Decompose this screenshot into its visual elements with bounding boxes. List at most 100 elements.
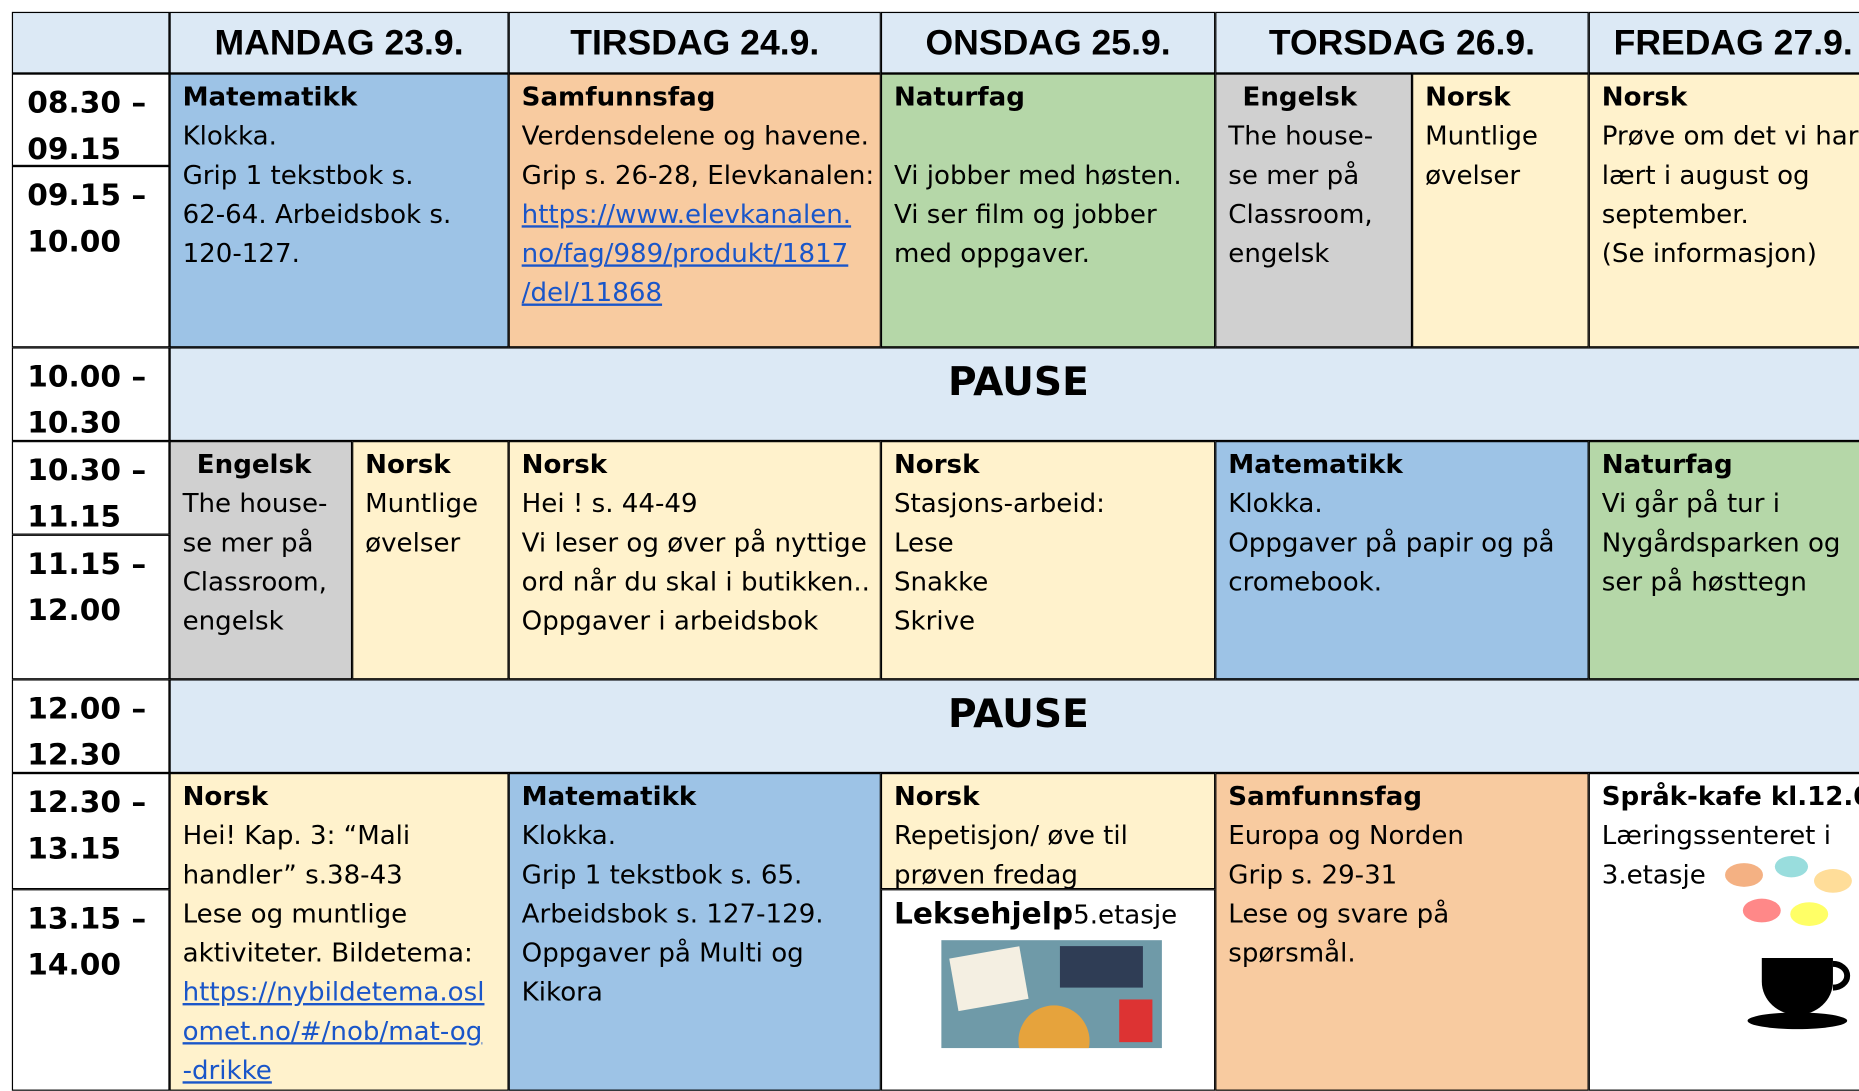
lesson-cell: Matematikk Klokka. Grip 1 tekstbok s. 65. A…	[508, 773, 881, 1091]
lesson-text: Hei ! s. 44-49	[521, 489, 698, 520]
pause-row: PAUSE	[169, 347, 1859, 442]
lesson-text: Oppgaver i arbeidsbok	[521, 607, 819, 637]
lesson-cell: Leksehjelp5.etasje	[880, 889, 1216, 1091]
time-text: 10.30 –	[27, 452, 147, 488]
lesson-text: Europa og Norden	[1228, 821, 1464, 852]
time-slot: 10.00 – 10.30	[11, 347, 170, 442]
lesson-text: Muntlige	[1425, 122, 1538, 152]
time-slot: 11.15 – 12.00	[11, 534, 170, 680]
lesson-text: Nygårdsparken og	[1601, 528, 1841, 559]
lesson-link[interactable]: -drikke	[182, 1056, 272, 1087]
lesson-subject: Norsk	[182, 782, 269, 813]
lesson-text: prøven fredag	[893, 860, 1078, 890]
lesson-text: 62-64. Arbeidsbok s.	[182, 200, 452, 231]
lesson-text: Klokka.	[182, 122, 277, 152]
lesson-text: 120-127.	[182, 239, 300, 270]
lesson-text: lært i august og	[1601, 161, 1810, 191]
lesson-link[interactable]: /del/11868	[521, 278, 663, 309]
illustration	[1725, 856, 1852, 1030]
lesson-cell: Norsk Repetisjon/ øve til prøven fredag	[880, 773, 1216, 890]
lesson-text: ser på høsttegn	[1601, 567, 1807, 598]
lesson-text: Prøve om det vi har	[1601, 122, 1859, 152]
time-text: 12.30	[27, 737, 122, 772]
lesson-cell: Norsk Hei! Kap. 3: “Mali handler” s.38-43 L…	[169, 773, 509, 1091]
lesson-cell: Norsk Hei ! s. 44-49 Vi leser og øver på n…	[508, 441, 881, 680]
lesson-cell: Norsk Stasjons-arbeid: Lese Snakke Skrive	[880, 441, 1216, 680]
lesson-text: Vi ser film og jobber	[893, 200, 1157, 231]
lesson-cell: Matematikk Klokka. Grip 1 tekstbok s. 62-64…	[169, 73, 509, 348]
time-text: 12.00 –	[27, 691, 147, 726]
lesson-cell: Samfunnsfag Europa og Norden Grip s. 29-31…	[1215, 773, 1589, 1091]
lesson-cell: Språk-kafe kl.12.00 Læringssenteret i 3.et…	[1588, 773, 1859, 1091]
time-text: 12.00	[27, 592, 122, 628]
illustration	[949, 946, 1153, 1077]
lesson-text: Classroom,	[1228, 200, 1373, 231]
lesson-text: Lese og muntlige	[182, 899, 408, 930]
time-text: 13.15 –	[27, 901, 147, 936]
lesson-text: aktiviteter. Bildetema:	[182, 938, 473, 969]
time-text: 09.15 –	[27, 177, 147, 213]
lesson-text: Repetisjon/ øve til	[893, 821, 1128, 852]
time-text: 11.15	[27, 499, 122, 534]
lesson-subject: Norsk	[365, 450, 451, 481]
cafe-illustration	[1708, 845, 1859, 1035]
lesson-link[interactable]: https://www.elevkanalen.	[521, 200, 852, 231]
time-text: 13.15	[27, 831, 122, 866]
lesson-cell: Samfunnsfag Verdensdelene og havene. Grip …	[508, 73, 881, 348]
day-header: ONSDAG 25.9.	[880, 11, 1216, 74]
lesson-text: ord når du skal i butikken..	[521, 567, 870, 598]
time-text: 11.15 –	[27, 546, 147, 581]
lesson-subject: Samfunnsfag	[1228, 782, 1423, 813]
time-slot: 12.00 – 12.30	[11, 679, 170, 774]
lesson-link[interactable]: no/fag/989/produkt/1817	[521, 239, 849, 270]
lesson-text: Vi leser og øver på nyttige	[521, 528, 867, 559]
lesson-text: se mer på	[1228, 161, 1360, 191]
time-slot: 12.30 – 13.15	[11, 773, 170, 890]
lesson-text: øvelser	[365, 528, 461, 559]
lesson-subject: Samfunnsfag	[521, 82, 716, 113]
lesson-text: Grip 1 tekstbok s.	[182, 161, 414, 191]
lesson-text: 5.etasje	[1073, 901, 1178, 931]
lesson-subject: Naturfag	[893, 82, 1025, 113]
lesson-text: Kikora	[521, 978, 603, 1008]
time-text: 10.00	[27, 224, 122, 259]
lesson-cell: Engelsk The house-se mer på Classroom, enge…	[1215, 73, 1413, 348]
time-slot: 13.15 – 14.00	[11, 889, 170, 1091]
lesson-text: Stasjons-arbeid:	[893, 489, 1105, 520]
pause-text: PAUSE	[947, 690, 1089, 737]
pause-text: PAUSE	[947, 358, 1089, 405]
lesson-text: engelsk	[182, 607, 284, 637]
lesson-subject: Norsk	[893, 782, 980, 813]
lesson-subject: Matematikk	[521, 782, 697, 813]
pause-row: PAUSE	[169, 679, 1859, 774]
time-text: 12.30 –	[27, 784, 147, 820]
day-header: FREDAG 27.9.	[1588, 11, 1859, 74]
lesson-text: Classroom,	[182, 567, 327, 598]
lesson-subject: Matematikk	[1228, 450, 1403, 481]
lesson-link[interactable]: https://nybildetema.osl	[182, 978, 485, 1008]
lesson-cell: Naturfag Vi jobber med høsten. Vi ser film…	[880, 73, 1216, 348]
spacer	[894, 117, 1202, 156]
lesson-text: se mer på	[182, 528, 314, 559]
day-header: TIRSDAG 24.9.	[508, 11, 881, 74]
lesson-cell: Naturfag Vi går på tur i Nygårdsparken og s…	[1588, 441, 1859, 680]
lesson-text: (Se informasjon)	[1601, 239, 1817, 270]
time-text: 14.00	[27, 947, 122, 982]
lesson-text: Grip s. 29-31	[1228, 860, 1398, 891]
lesson-text: spørsmål.	[1228, 938, 1356, 969]
lesson-text: Grip 1 tekstbok s. 65.	[521, 860, 803, 891]
lesson-text: Grip s. 26-28, Elevkanalen:	[521, 161, 875, 191]
lesson-text: Lese og svare på	[1228, 899, 1450, 930]
lesson-subject: Engelsk	[196, 450, 312, 481]
lesson-text: Lese	[893, 528, 954, 559]
time-text: 10.30	[27, 405, 122, 440]
day-header: MANDAG 23.9.	[169, 11, 509, 74]
lesson-text: Hei! Kap. 3: “Mali	[182, 821, 411, 852]
lesson-link[interactable]: omet.no/#/nob/mat-og	[182, 1017, 483, 1047]
lesson-text: med oppgaver.	[893, 239, 1090, 270]
lesson-text: handler” s.38-43	[182, 860, 403, 891]
lesson-subject: Språk-kafe kl.12.00	[1601, 782, 1859, 813]
lesson-text: Muntlige	[365, 489, 479, 520]
